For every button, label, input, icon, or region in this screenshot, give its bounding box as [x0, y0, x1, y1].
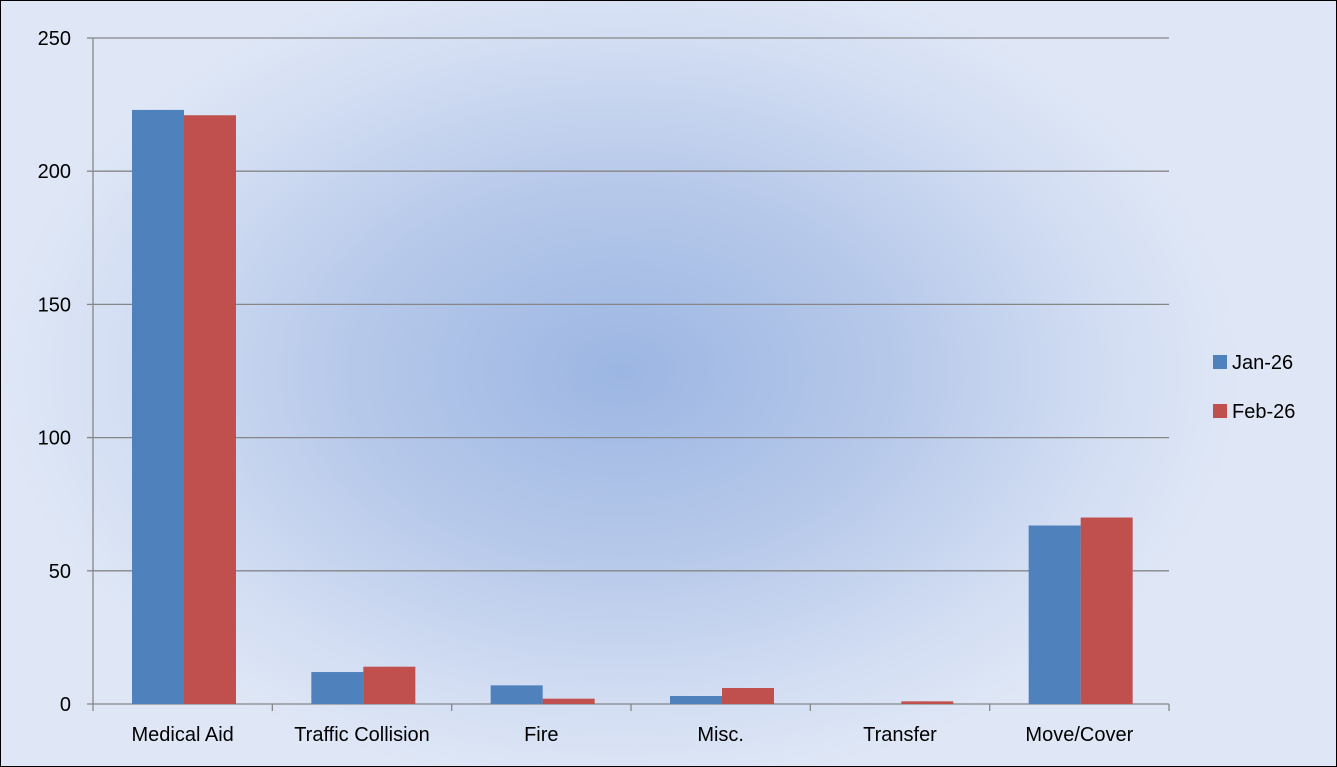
x-category-label: Fire — [524, 724, 558, 746]
bar-jan-26-traffic-collision — [311, 672, 364, 704]
y-tick-label: 200 — [38, 161, 71, 183]
x-category-label: Move/Cover — [1025, 724, 1133, 746]
y-tick-label: 100 — [38, 428, 71, 450]
y-tick-label: 250 — [38, 28, 71, 50]
y-tick-label: 0 — [60, 694, 71, 716]
gridlines — [93, 37, 1169, 572]
bar-feb-26-move-cover — [1080, 517, 1133, 704]
bar-jan-26-move-cover — [1028, 525, 1081, 704]
y-tick-label: 150 — [38, 294, 71, 316]
legend-label-jan-26: Jan-26 — [1232, 352, 1293, 374]
axis-labels: 0 50 100 150 200 250 Medical Aid Traffic Collis… — [38, 28, 1134, 746]
y-tick-label: 50 — [49, 561, 71, 583]
bar-jan-26-fire — [490, 685, 543, 704]
x-category-label: Traffic Collision — [294, 724, 430, 746]
legend-swatch-feb-26 — [1213, 404, 1227, 418]
bar-feb-26-fire — [542, 698, 595, 704]
axes — [87, 37, 1170, 711]
bar-feb-26-traffic-collision — [363, 666, 416, 704]
x-category-label: Medical Aid — [132, 724, 234, 746]
bar-jan-26-misc — [670, 696, 722, 704]
x-category-label: Misc. — [697, 724, 744, 746]
bar-jan-26-medical-aid — [132, 109, 184, 705]
bar-feb-26-misc — [722, 688, 774, 704]
legend-swatch-jan-26 — [1213, 355, 1227, 369]
bar-feb-26-transfer — [901, 701, 954, 704]
legend: Jan-26 Feb-26 — [1213, 352, 1295, 423]
bar-feb-26-medical-aid — [184, 115, 236, 705]
bars — [132, 109, 1133, 705]
legend-label-feb-26: Feb-26 — [1232, 401, 1295, 423]
x-category-label: Transfer — [863, 724, 937, 746]
